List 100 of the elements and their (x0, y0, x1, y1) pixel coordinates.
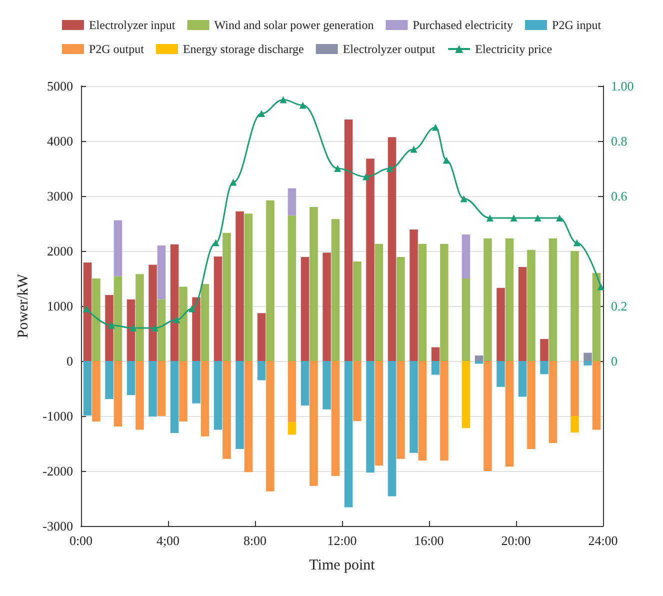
bar (157, 299, 166, 361)
bar (374, 244, 384, 361)
y-tick-label: -2000 (42, 464, 73, 478)
bar (200, 284, 210, 361)
y2-tick-label: 0.8 (611, 134, 628, 148)
bar (126, 299, 136, 361)
y-tick-label: 0 (66, 354, 73, 368)
y-axis-title: Power/kW (16, 273, 32, 338)
bar (592, 273, 601, 361)
y2-tick-label: 0.6 (611, 188, 628, 204)
point (362, 173, 370, 180)
bar (214, 256, 222, 361)
bar (584, 361, 592, 366)
point (108, 322, 115, 329)
bar (462, 278, 470, 361)
bar (570, 416, 579, 432)
bar (518, 361, 527, 397)
y-tick-label: -3000 (42, 518, 73, 534)
point (130, 324, 137, 332)
bar (157, 361, 166, 416)
bar (431, 347, 440, 361)
bar (548, 361, 558, 443)
point (82, 305, 90, 312)
point (460, 195, 468, 202)
x-tick-label: 0:00 (69, 533, 93, 548)
bar (474, 356, 484, 361)
x-tick-label: 16:00 (414, 533, 444, 548)
bar (570, 361, 579, 416)
legend-label: Energy storage discharge (182, 42, 304, 56)
y-tick-label: 5000 (47, 78, 73, 94)
bar (170, 244, 179, 361)
bar (192, 297, 200, 361)
bar (548, 238, 558, 361)
point (556, 214, 563, 222)
bar (366, 158, 374, 361)
x-tick-label: 4;00 (156, 533, 180, 548)
bar (440, 244, 448, 361)
y-tick-label: 3000 (47, 188, 73, 204)
bar (288, 361, 296, 422)
point (173, 316, 180, 324)
bar (484, 238, 492, 361)
x-tick-label: 8:00 (243, 533, 267, 548)
bar (170, 361, 179, 434)
bar (418, 244, 427, 361)
bar (136, 361, 144, 430)
bar (300, 361, 310, 406)
bar (474, 361, 484, 364)
bar (496, 288, 505, 361)
bar (527, 250, 536, 361)
bar (126, 361, 136, 396)
bar (236, 361, 244, 449)
legend-label: Electrolyzer input (88, 18, 176, 32)
point (386, 165, 394, 172)
bar (344, 361, 353, 508)
bar (410, 361, 418, 453)
point (188, 305, 196, 312)
x-tick-label: 24:00 (588, 533, 618, 548)
bar (114, 276, 122, 361)
x-tick-label: 12:00 (327, 533, 357, 548)
bar (540, 361, 548, 374)
bar (310, 361, 318, 486)
bar (157, 246, 166, 300)
point (597, 283, 604, 290)
y-tick-label: 1000 (47, 298, 73, 314)
bar (257, 361, 266, 380)
bar (505, 238, 514, 361)
y2-tick-label: 0 (611, 354, 618, 368)
x-axis-title: Time point (309, 558, 376, 574)
bar (92, 278, 100, 361)
legend-label: Wind and solar power generation (214, 18, 374, 32)
point (334, 165, 342, 172)
bar (353, 261, 362, 361)
point (151, 324, 158, 332)
bar (322, 252, 331, 361)
y2-tick-label: 1.00 (611, 78, 634, 94)
point (410, 146, 418, 153)
bar (310, 207, 318, 361)
bar (136, 274, 144, 361)
bar (257, 313, 266, 361)
y-tick-label: 4000 (47, 134, 73, 148)
bar (505, 361, 514, 467)
y-tick-label: -1000 (42, 408, 73, 424)
bar (83, 262, 92, 361)
bar (148, 361, 157, 417)
bar (584, 352, 592, 361)
x-tick-label: 20:00 (501, 533, 531, 548)
bar (344, 120, 353, 361)
bar (288, 188, 296, 216)
bar (440, 361, 448, 461)
point (573, 239, 580, 246)
bar (431, 361, 440, 375)
point (258, 110, 266, 117)
bar (244, 214, 253, 361)
bar (222, 361, 231, 459)
legend-label: Purchased electricity (412, 18, 514, 32)
bar (366, 361, 374, 473)
bar (179, 361, 188, 422)
point (442, 156, 450, 164)
bar (92, 361, 100, 422)
point (486, 214, 494, 222)
